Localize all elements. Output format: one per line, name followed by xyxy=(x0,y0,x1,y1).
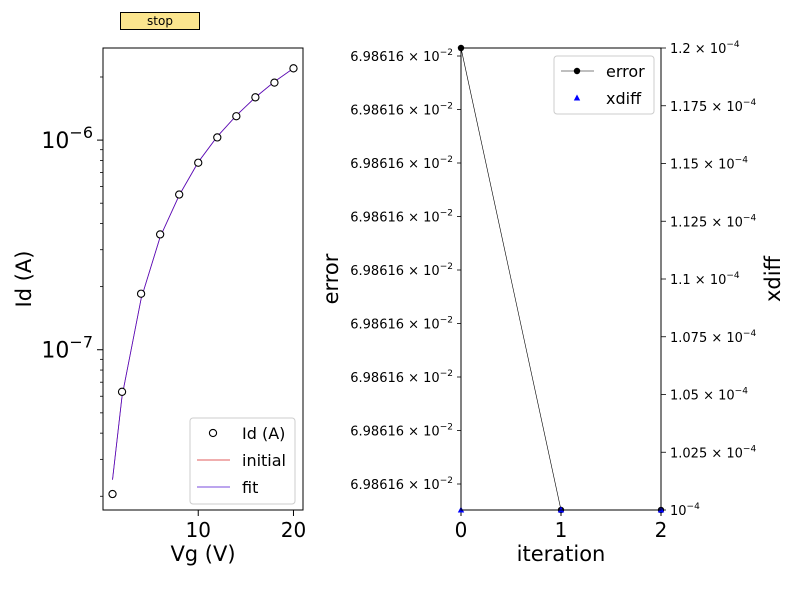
data-point xyxy=(232,112,241,121)
right-y-tick-label: 1.075 × 10−4 xyxy=(670,329,756,346)
x-tick-label: 20 xyxy=(281,518,306,542)
data-point xyxy=(136,289,146,298)
series-error-line xyxy=(460,47,661,511)
legend-label: error xyxy=(606,62,645,81)
data-point xyxy=(117,387,127,396)
left-y-tick-label: 6.98616 × 10−2 xyxy=(350,369,453,386)
left-y-tick-label: 6.98616 × 10−2 xyxy=(350,209,453,226)
right-y-tick-label: 1.2 × 10−4 xyxy=(670,40,740,57)
y-axis-label: Id (A) xyxy=(12,251,36,308)
plot-frame xyxy=(102,47,304,511)
right-y-axis-label: xdiff xyxy=(761,255,785,302)
right-y-tick-label: 1.025 × 10−4 xyxy=(670,444,756,461)
data-point xyxy=(289,64,298,73)
legend-label: fit xyxy=(242,478,258,497)
left-y-tick-label: 6.98616 × 10−2 xyxy=(350,48,453,65)
legend-marker xyxy=(573,67,581,75)
left-y-tick-label: 6.98616 × 10−2 xyxy=(350,316,453,333)
data-point xyxy=(108,489,117,499)
left-y-tick-label: 6.98616 × 10−2 xyxy=(350,423,453,440)
data-point xyxy=(251,93,260,102)
y-tick-label: 10−6 xyxy=(41,123,93,154)
legend-label: Id (A) xyxy=(242,424,285,443)
data-point xyxy=(194,158,203,167)
legend-box xyxy=(189,417,296,505)
data-point xyxy=(270,78,279,87)
right-y-tick-label: 10−4 xyxy=(670,502,700,519)
legend-marker xyxy=(573,94,581,101)
x-tick-label: 1 xyxy=(555,518,568,542)
left-y-tick-label: 6.98616 × 10−2 xyxy=(350,476,453,493)
legend-label: xdiff xyxy=(606,89,642,108)
x-axis-label: Vg (V) xyxy=(170,542,235,566)
x-tick-label: 0 xyxy=(455,518,468,542)
data-point xyxy=(175,190,184,199)
stop-button[interactable]: stop xyxy=(120,12,200,30)
x-axis-label: iteration xyxy=(517,542,606,566)
data-point xyxy=(213,133,222,142)
legend-label: initial xyxy=(242,451,286,470)
right-y-tick-label: 1.05 × 10−4 xyxy=(670,387,748,404)
left-y-tick-label: 6.98616 × 10−2 xyxy=(350,262,453,279)
x-tick-label: 10 xyxy=(186,518,211,542)
x-tick-label: 2 xyxy=(655,518,668,542)
left-y-tick-label: 6.98616 × 10−2 xyxy=(350,155,453,172)
left-y-tick-label: 6.98616 × 10−2 xyxy=(350,102,453,119)
y-axis-label: error xyxy=(319,253,343,304)
right-y-tick-label: 1.175 × 10−4 xyxy=(670,98,756,115)
y-tick-label: 10−7 xyxy=(41,333,93,364)
right-y-tick-label: 1.15 × 10−4 xyxy=(670,156,748,173)
right-y-tick-label: 1.1 × 10−4 xyxy=(670,271,740,288)
right-y-tick-label: 1.125 × 10−4 xyxy=(670,213,756,230)
legend-marker xyxy=(208,428,218,438)
data-point xyxy=(155,230,165,239)
plot-frame xyxy=(460,47,662,511)
